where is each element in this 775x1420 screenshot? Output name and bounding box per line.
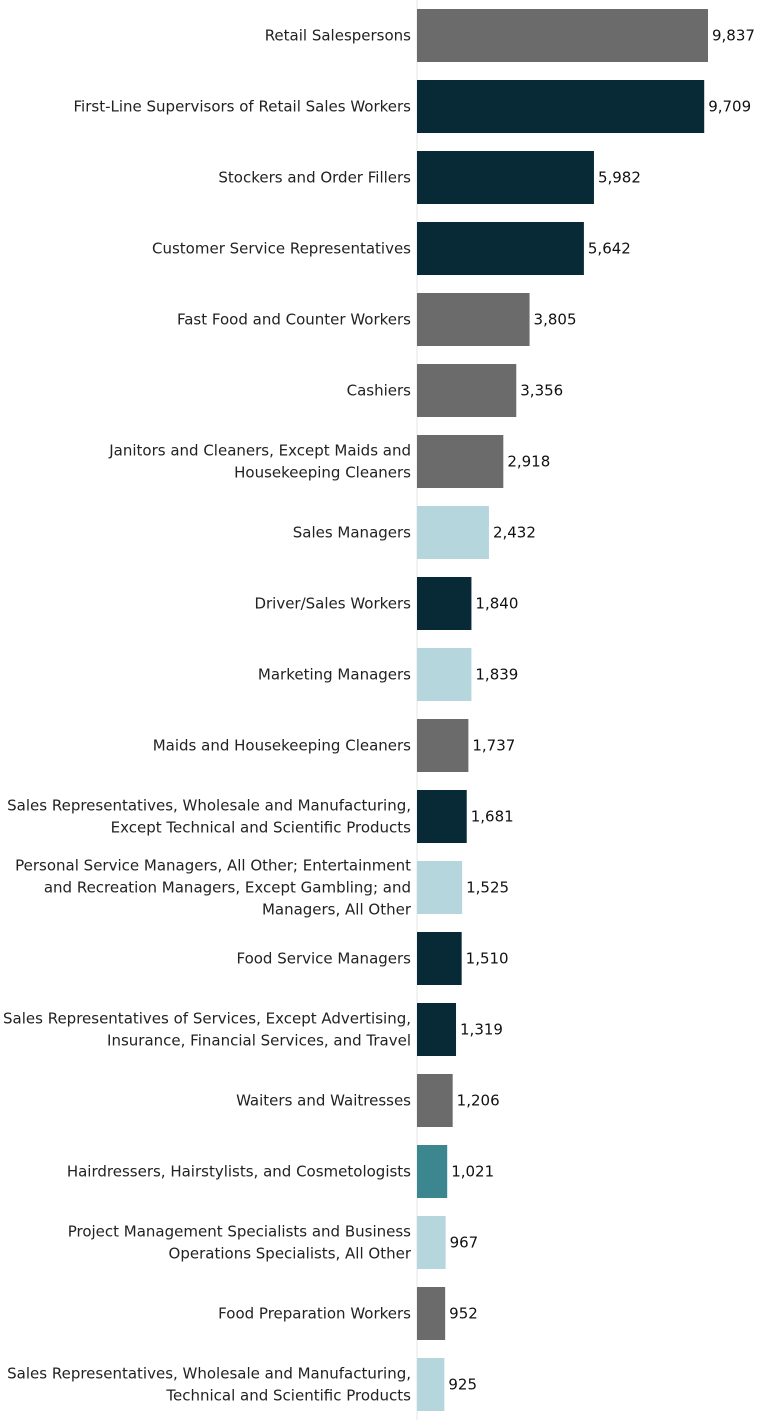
category-label: Sales Managers — [293, 524, 411, 542]
category-label: Waiters and Waitresses — [236, 1092, 411, 1110]
bar — [417, 790, 467, 843]
value-label: 967 — [450, 1234, 479, 1252]
bar — [417, 1003, 457, 1056]
bar — [417, 506, 489, 559]
value-label: 1,021 — [451, 1163, 494, 1181]
category-label: Janitors and Cleaners, Except Maids and H… — [108, 442, 411, 482]
category-label: Sales Representatives, Wholesale and Man… — [7, 797, 411, 837]
bar — [417, 719, 469, 772]
value-label: 1,525 — [466, 879, 509, 897]
category-label-line: Food Preparation Workers — [218, 1305, 411, 1323]
category-label-line: Technical and Scientific Products — [165, 1387, 411, 1405]
bar — [417, 577, 472, 630]
category-label-line: Managers, All Other — [262, 901, 412, 919]
value-label: 5,982 — [598, 169, 641, 187]
value-label: 9,837 — [712, 27, 755, 45]
bar — [417, 293, 530, 346]
bar — [417, 1145, 448, 1198]
value-label: 1,319 — [460, 1021, 503, 1039]
category-label-line: Maids and Housekeeping Cleaners — [153, 737, 411, 755]
category-label-line: Driver/Sales Workers — [254, 595, 411, 613]
bar — [417, 648, 472, 701]
value-label: 1,206 — [457, 1092, 500, 1110]
category-label-line: Sales Representatives, Wholesale and Man… — [7, 797, 411, 815]
category-label-line: Insurance, Financial Services, and Trave… — [107, 1032, 411, 1050]
value-label: 9,709 — [708, 98, 751, 116]
category-label-line: Cashiers — [347, 382, 412, 400]
category-label: Food Preparation Workers — [218, 1305, 411, 1323]
category-label: Hairdressers, Hairstylists, and Cosmetol… — [67, 1163, 411, 1181]
category-label: Fast Food and Counter Workers — [177, 311, 411, 329]
value-label: 1,840 — [475, 595, 518, 613]
bar — [417, 9, 708, 62]
value-label: 1,839 — [475, 666, 518, 684]
category-label: Sales Representatives of Services, Excep… — [3, 1010, 411, 1050]
value-label: 3,356 — [520, 382, 563, 400]
value-label: 1,737 — [472, 737, 515, 755]
bar — [417, 435, 504, 488]
category-label-line: Personal Service Managers, All Other; En… — [15, 857, 411, 875]
bar — [417, 1074, 453, 1127]
bars-group — [417, 9, 708, 1411]
category-label-line: Hairdressers, Hairstylists, and Cosmetol… — [67, 1163, 411, 1181]
category-label: Customer Service Representatives — [152, 240, 411, 258]
category-label-line: First-Line Supervisors of Retail Sales W… — [74, 98, 412, 116]
value-label: 1,510 — [466, 950, 509, 968]
category-label: Maids and Housekeeping Cleaners — [153, 737, 411, 755]
category-label-line: Marketing Managers — [258, 666, 411, 684]
category-label: Sales Representatives, Wholesale and Man… — [7, 1365, 411, 1405]
category-label-line: Stockers and Order Fillers — [218, 169, 411, 187]
category-label-line: Fast Food and Counter Workers — [177, 311, 411, 329]
bar — [417, 364, 517, 417]
bar — [417, 1216, 446, 1269]
category-label: Stockers and Order Fillers — [218, 169, 411, 187]
value-label: 2,918 — [507, 453, 550, 471]
bar — [417, 861, 463, 914]
category-label-line: Customer Service Representatives — [152, 240, 411, 258]
category-label-line: Operations Specialists, All Other — [169, 1245, 412, 1263]
value-label: 952 — [449, 1305, 478, 1323]
bar — [417, 222, 584, 275]
bar — [417, 932, 462, 985]
category-label: Personal Service Managers, All Other; En… — [15, 857, 412, 919]
category-label-line: Sales Managers — [293, 524, 411, 542]
value-label: 925 — [448, 1376, 477, 1394]
value-label: 1,681 — [471, 808, 514, 826]
category-label-line: and Recreation Managers, Except Gambling… — [44, 879, 411, 897]
category-label: Food Service Managers — [236, 950, 411, 968]
category-label-line: Housekeeping Cleaners — [234, 464, 411, 482]
value-label: 5,642 — [588, 240, 631, 258]
category-label: Marketing Managers — [258, 666, 411, 684]
category-label: Retail Salespersons — [265, 27, 411, 45]
bar — [417, 1287, 446, 1340]
category-label-line: Waiters and Waitresses — [236, 1092, 411, 1110]
category-label-line: Retail Salespersons — [265, 27, 411, 45]
category-label-line: Sales Representatives of Services, Excep… — [3, 1010, 411, 1028]
value-label: 3,805 — [534, 311, 577, 329]
category-label: Project Management Specialists and Busin… — [68, 1223, 412, 1263]
category-label: First-Line Supervisors of Retail Sales W… — [74, 98, 412, 116]
value-label: 2,432 — [493, 524, 536, 542]
category-label-line: Sales Representatives, Wholesale and Man… — [7, 1365, 411, 1383]
category-label: Cashiers — [347, 382, 412, 400]
category-labels-group: Retail Salespersons First-Line Supervisor… — [3, 27, 412, 1405]
value-labels-group: 9,837 9,709 5,982 5,642 3,805 3,356 2,918 2,432… — [448, 27, 755, 1394]
bar — [417, 1358, 445, 1411]
bar — [417, 151, 594, 204]
category-label-line: Janitors and Cleaners, Except Maids and — [108, 442, 411, 460]
category-label: Driver/Sales Workers — [254, 595, 411, 613]
category-label-line: Except Technical and Scientific Products — [111, 819, 412, 837]
category-label-line: Project Management Specialists and Busin… — [68, 1223, 411, 1241]
category-label-line: Food Service Managers — [236, 950, 411, 968]
bar — [417, 80, 705, 133]
